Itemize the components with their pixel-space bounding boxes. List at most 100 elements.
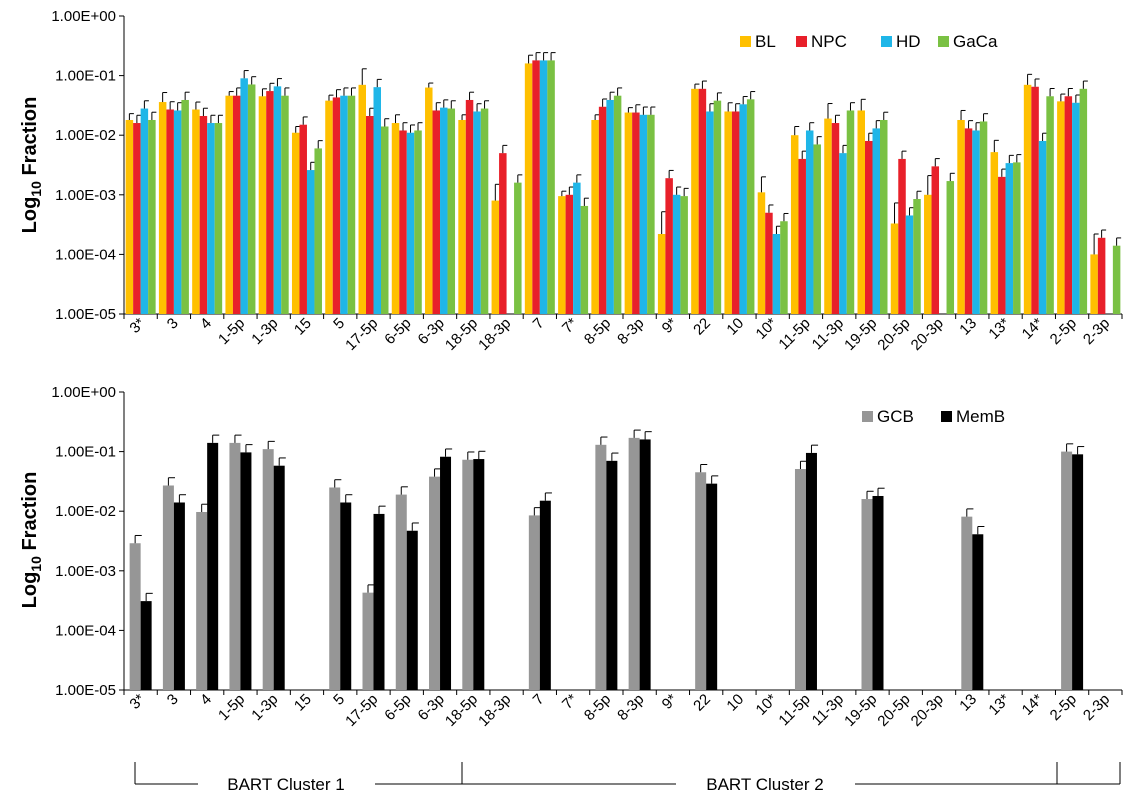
bar-hd bbox=[1038, 140, 1047, 314]
bar-gcb bbox=[129, 543, 141, 690]
y-tick-label: 1.00E-01 bbox=[55, 444, 116, 461]
bar-hd bbox=[1072, 102, 1080, 314]
bar-npc bbox=[166, 109, 174, 314]
bar-gaca bbox=[414, 130, 422, 314]
bar-hd bbox=[240, 78, 248, 314]
x-tick-label: 7 bbox=[530, 315, 548, 333]
bar-bl bbox=[624, 112, 633, 314]
x-tick-label: 5 bbox=[330, 691, 348, 709]
bar-bl bbox=[291, 132, 300, 314]
bar-hd bbox=[606, 99, 614, 314]
bar-gaca bbox=[381, 126, 389, 314]
bar-gaca bbox=[148, 119, 156, 315]
y-axis-title: Log10 Fraction bbox=[19, 472, 44, 609]
bar-npc bbox=[532, 60, 540, 314]
panel-b-chart: Log10 Fraction1.00E-051.00E-041.00E-031.… bbox=[19, 384, 1123, 730]
bar-bl bbox=[458, 119, 466, 315]
bar-hd bbox=[706, 111, 714, 314]
bar-npc bbox=[898, 158, 906, 314]
bar-memb bbox=[1072, 454, 1084, 690]
bar-gaca bbox=[880, 119, 888, 315]
bar-npc bbox=[232, 95, 241, 314]
legend-swatch-bl bbox=[740, 36, 751, 47]
bar-hd bbox=[306, 170, 315, 314]
y-tick-label: 1.00E-05 bbox=[55, 306, 116, 323]
x-tick-label: 13* bbox=[985, 691, 1013, 719]
bar-gcb bbox=[362, 592, 374, 690]
bar-bl bbox=[857, 110, 865, 314]
y-tick-label: 1.00E+00 bbox=[51, 8, 116, 25]
bar-hd bbox=[173, 110, 182, 314]
bar-gaca bbox=[979, 121, 988, 314]
bar-gaca bbox=[913, 199, 921, 314]
x-tick-label: 17-5p bbox=[342, 691, 381, 730]
x-tick-label: 20-5p bbox=[874, 315, 913, 354]
bar-npc bbox=[1064, 96, 1073, 315]
bar-bl bbox=[1057, 101, 1065, 314]
bar-npc bbox=[133, 123, 141, 314]
bar-gcb bbox=[196, 511, 208, 690]
bar-npc bbox=[432, 110, 441, 314]
bar-gcb bbox=[1061, 451, 1073, 690]
x-tick-label: 6-5p bbox=[381, 315, 414, 348]
legend-swatch-gcb bbox=[862, 411, 873, 422]
bar-gcb bbox=[861, 499, 873, 690]
x-tick-label: 10* bbox=[753, 691, 781, 719]
y-axis-title-suffix: Fraction bbox=[19, 472, 41, 556]
bar-hd bbox=[739, 104, 747, 314]
x-tick-label: 22 bbox=[690, 315, 714, 339]
bar-gaca bbox=[1112, 245, 1121, 314]
bar-npc bbox=[998, 176, 1006, 314]
x-tick-label: 1-5p bbox=[215, 691, 248, 724]
bar-gaca bbox=[547, 60, 555, 314]
bar-bl bbox=[691, 88, 699, 315]
bar-npc bbox=[332, 97, 341, 314]
y-tick-label: 1.00E-05 bbox=[55, 682, 116, 699]
bar-gcb bbox=[395, 494, 407, 690]
bar-bl bbox=[657, 233, 666, 314]
x-tick-label: 19-5p bbox=[841, 315, 880, 354]
y-tick-label: 1.00E-02 bbox=[55, 127, 116, 144]
bar-gcb bbox=[695, 472, 707, 690]
x-tick-label: 4 bbox=[197, 315, 215, 333]
bar-hd bbox=[573, 182, 581, 314]
x-tick-label: 7 bbox=[530, 691, 548, 709]
bar-bl bbox=[225, 95, 233, 314]
bar-gaca bbox=[713, 100, 722, 314]
legend-label-memb: MemB bbox=[956, 407, 1005, 426]
legend-swatch-hd bbox=[881, 36, 892, 47]
bar-gaca bbox=[580, 205, 589, 314]
x-tick-label: 8-5p bbox=[581, 315, 614, 348]
x-tick-label: 7* bbox=[559, 691, 581, 713]
bar-gcb bbox=[794, 469, 806, 690]
x-tick-label: 4 bbox=[197, 691, 215, 709]
x-tick-label: 5 bbox=[330, 315, 348, 333]
cluster-1-label: BART Cluster 1 bbox=[227, 775, 344, 794]
x-tick-label: 8-5p bbox=[581, 691, 614, 724]
bar-gcb bbox=[329, 487, 341, 690]
bar-bl bbox=[158, 102, 167, 314]
bar-memb bbox=[639, 439, 651, 690]
bar-hd bbox=[273, 86, 282, 314]
bar-bl bbox=[258, 96, 267, 315]
panel-a-chart: Log10 Fraction1.00E-051.00E-041.00E-031.… bbox=[19, 8, 1123, 354]
bar-bl bbox=[1023, 84, 1032, 314]
bar-memb bbox=[240, 452, 252, 690]
bar-npc bbox=[632, 112, 640, 314]
bar-gaca bbox=[514, 182, 522, 314]
bar-npc bbox=[964, 128, 973, 314]
y-tick-label: 1.00E-04 bbox=[55, 622, 116, 639]
bar-hd bbox=[972, 130, 980, 314]
x-tick-label: 15 bbox=[291, 691, 315, 715]
x-tick-label: 8-3p bbox=[614, 315, 647, 348]
bar-hd bbox=[406, 132, 415, 314]
bar-bl bbox=[425, 87, 433, 315]
x-tick-label: 2-5p bbox=[1047, 691, 1080, 724]
x-tick-label: 13 bbox=[956, 315, 980, 339]
y-tick-label: 1.00E-02 bbox=[55, 503, 116, 520]
bar-npc bbox=[865, 140, 873, 314]
bar-memb bbox=[606, 460, 618, 690]
bar-memb bbox=[207, 442, 219, 690]
bar-gcb bbox=[429, 476, 441, 690]
legend-swatch-memb bbox=[941, 411, 952, 422]
